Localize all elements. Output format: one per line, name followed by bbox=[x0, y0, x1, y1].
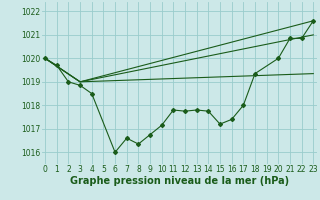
X-axis label: Graphe pression niveau de la mer (hPa): Graphe pression niveau de la mer (hPa) bbox=[70, 176, 289, 186]
